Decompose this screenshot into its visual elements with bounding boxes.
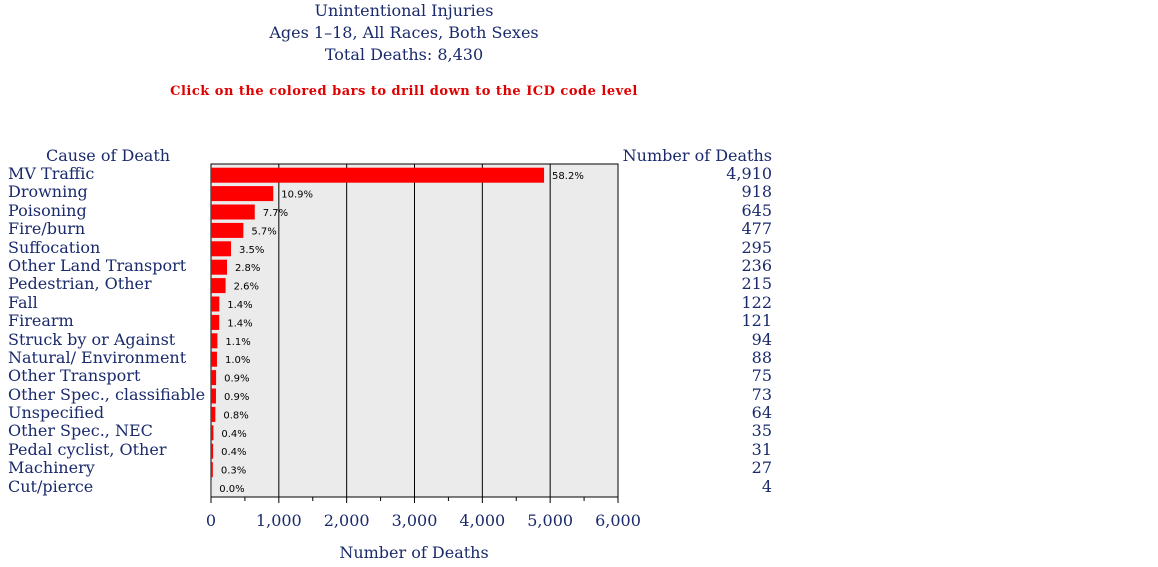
cause-label: Poisoning <box>8 200 87 220</box>
bar-14[interactable] <box>211 425 214 441</box>
death-count: 295 <box>741 237 772 257</box>
bar-percent-label: 0.4% <box>221 447 246 458</box>
bar-3[interactable] <box>211 222 244 238</box>
count-list: 4,910 918 645 477 295 236 215 122 121 94 88 75 73 64 3… <box>620 164 772 496</box>
bar-percent-label: 1.1% <box>225 337 250 348</box>
cause-label: Suffocation <box>8 237 101 257</box>
bar-2[interactable] <box>211 204 255 220</box>
cause-label: MV Traffic <box>8 164 95 183</box>
count-column-header: Number of Deaths <box>622 146 772 165</box>
cause-label: Fire/burn <box>8 219 86 239</box>
cause-label: Unspecified <box>8 403 105 423</box>
bar-12[interactable] <box>211 388 216 404</box>
cause-label: Fall <box>8 292 38 312</box>
bar-percent-label: 1.4% <box>227 318 252 329</box>
bar-4[interactable] <box>211 241 232 257</box>
x-tick-label: 4,000 <box>459 511 505 530</box>
cause-label: Pedestrian, Other <box>8 274 152 294</box>
bar-10[interactable] <box>211 351 217 367</box>
cause-label: Machinery <box>8 458 95 478</box>
bar-0[interactable] <box>211 167 545 183</box>
chart-title: Unintentional Injuries <box>314 1 494 20</box>
cause-label: Other Land Transport <box>8 255 187 275</box>
bar-1[interactable] <box>211 186 274 202</box>
bar-percent-label: 5.7% <box>251 226 276 237</box>
cause-label: Natural/ Environment <box>8 347 187 367</box>
bar-8[interactable] <box>211 314 220 330</box>
death-count: 75 <box>751 366 772 386</box>
bar-7[interactable] <box>211 296 220 312</box>
cause-label: Other Spec., NEC <box>8 421 153 441</box>
bar-5[interactable] <box>211 259 228 275</box>
cause-label: Other Transport <box>8 366 141 386</box>
bar-percent-label: 10.9% <box>281 190 313 201</box>
x-tick-label: 2,000 <box>324 511 370 530</box>
death-count: 73 <box>751 384 772 404</box>
bar-percent-label: 2.8% <box>235 263 260 274</box>
x-axis-label: Number of Deaths <box>339 543 489 562</box>
death-count: 645 <box>741 200 772 220</box>
bar-percent-label: 2.6% <box>234 282 259 293</box>
x-tick-label: 0 <box>206 511 216 530</box>
cause-list: MV Traffic Drowning Poisoning Fire/burn Suff… <box>8 164 206 496</box>
cause-label: Other Spec., classifiable <box>8 384 206 404</box>
cause-label: Pedal cyclist, Other <box>8 439 167 459</box>
bar-percent-label: 0.4% <box>221 429 246 440</box>
death-count: 35 <box>751 421 772 441</box>
bar-percent-label: 0.9% <box>224 392 249 403</box>
bar-13[interactable] <box>211 406 216 422</box>
death-count: 121 <box>741 311 772 331</box>
chart-subtitle: Ages 1–18, All Races, Both Sexes <box>269 23 539 42</box>
bar-15[interactable] <box>211 443 214 459</box>
bar-percent-label: 7.7% <box>263 208 288 219</box>
bar-percent-label: 0.3% <box>221 466 246 477</box>
x-tick-label: 1,000 <box>256 511 302 530</box>
drill-down-instruction: Click on the colored bars to drill down … <box>170 84 638 99</box>
death-count: 236 <box>741 255 772 275</box>
cause-column-header: Cause of Death <box>46 146 171 165</box>
death-count: 88 <box>751 347 772 367</box>
bar-percent-label: 58.2% <box>552 171 584 182</box>
total-deaths: Total Deaths: 8,430 <box>324 45 484 64</box>
bar-9[interactable] <box>211 333 218 349</box>
death-count: 94 <box>751 329 772 349</box>
cause-label: Cut/pierce <box>8 476 94 496</box>
death-count: 918 <box>741 182 772 202</box>
bar-percent-label: 0.9% <box>224 374 249 385</box>
bar-16[interactable] <box>211 462 213 478</box>
bar-percent-label: 1.4% <box>227 300 252 311</box>
death-count: 215 <box>741 274 772 294</box>
cause-label: Struck by or Against <box>8 329 176 349</box>
death-count: 477 <box>741 219 772 239</box>
bar-percent-label: 0.0% <box>219 484 244 495</box>
cause-label: Firearm <box>8 311 74 331</box>
death-count: 4,910 <box>726 164 772 183</box>
x-tick-label: 3,000 <box>392 511 438 530</box>
cause-label: Drowning <box>8 182 88 202</box>
bar-11[interactable] <box>211 370 217 386</box>
x-tick-label: 5,000 <box>527 511 573 530</box>
death-count: 31 <box>751 439 772 459</box>
death-count: 64 <box>751 403 772 423</box>
x-tick-label: 6,000 <box>595 511 641 530</box>
death-count: 4 <box>761 476 772 496</box>
bar-percent-label: 3.5% <box>239 245 264 256</box>
death-count: 122 <box>741 292 772 312</box>
death-count: 27 <box>751 458 772 478</box>
bar-percent-label: 1.0% <box>225 355 250 366</box>
bar-percent-label: 0.8% <box>223 410 248 421</box>
bar-6[interactable] <box>211 278 226 294</box>
